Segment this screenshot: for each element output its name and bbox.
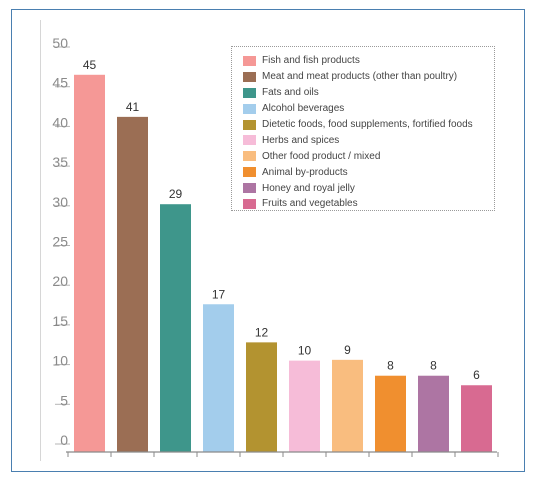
bar-value-label-8: 8 (387, 359, 394, 373)
y-tick-label-35: 35 (52, 154, 68, 170)
legend-swatch (243, 55, 256, 66)
y-tick-label-5: 5 (60, 392, 68, 408)
bar-7 (332, 359, 363, 452)
bar-value-label-5: 12 (255, 325, 269, 339)
legend-swatch (243, 103, 256, 114)
bar-1 (74, 74, 105, 452)
y-tick-label-45: 45 (52, 75, 68, 91)
legend-swatch (243, 135, 256, 146)
legend-item: Meat and meat products (other than poult… (243, 69, 494, 85)
legend-item: Fats and oils (243, 85, 494, 101)
legend-label: Alcohol beverages (262, 103, 345, 115)
bar-value-label-3: 29 (169, 187, 183, 201)
legend-swatch (243, 119, 256, 130)
bar-8 (375, 375, 406, 452)
y-tick-label-10: 10 (52, 353, 68, 369)
bar-4 (203, 304, 234, 452)
legend: Fish and fish products Meat and meat prod… (231, 46, 495, 211)
legend-label: Fish and fish products (262, 55, 360, 67)
legend-swatch (243, 87, 256, 98)
bar-value-label-9: 8 (430, 359, 437, 373)
y-axis: 0 5 10 15 20 25 30 35 40 45 50 (52, 35, 70, 448)
bar-5 (246, 342, 277, 452)
x-axis-ticks (67, 452, 499, 457)
bar-value-label-10: 6 (473, 368, 480, 382)
bar-value-label-4: 17 (212, 287, 226, 301)
legend-swatch (243, 198, 256, 209)
legend-swatch (243, 183, 256, 194)
bar-3 (160, 204, 191, 452)
legend-item: Alcohol beverages (243, 101, 494, 117)
legend-label: Dietetic foods, food supplements, fortif… (262, 119, 473, 130)
legend-label: Herbs and spices (262, 134, 340, 146)
bar-9 (418, 375, 449, 452)
legend-item: Animal by-products (243, 164, 494, 180)
y-tick-label-30: 30 (52, 194, 68, 210)
bars-group: 45 41 29 17 12 10 9 8 8 6 (74, 58, 492, 452)
legend-item: Fruits and vegetables (243, 196, 494, 212)
bar-6 (289, 360, 320, 452)
legend-item: Honey and royal jelly (243, 180, 494, 196)
y-tick-label-0: 0 (60, 432, 68, 448)
legend-label: Fats and oils (262, 87, 319, 99)
legend-label: Meat and meat products (other than poult… (262, 71, 458, 83)
legend-swatch (243, 151, 256, 162)
legend-label: Animal by-products (262, 166, 348, 178)
bar-2 (117, 116, 148, 452)
legend-item: Herbs and spices (243, 132, 494, 148)
legend-item: Dietetic foods, food supplements, fortif… (243, 117, 494, 133)
legend-label: Other food product / mixed (262, 150, 381, 162)
legend-swatch (243, 167, 256, 178)
legend-label: Honey and royal jelly (262, 182, 355, 194)
legend-item: Fish and fish products (243, 53, 494, 69)
bar-value-label-2: 41 (126, 100, 140, 114)
bar-value-label-1: 45 (83, 58, 97, 72)
left-rule (40, 20, 41, 461)
y-tick-label-50: 50 (52, 35, 68, 51)
y-tick-label-20: 20 (52, 273, 68, 289)
legend-item: Other food product / mixed (243, 148, 494, 164)
legend-label: Fruits and vegetables (262, 198, 358, 210)
legend-swatch (243, 71, 256, 82)
bar-10 (461, 385, 492, 452)
y-tick-label-15: 15 (52, 313, 68, 329)
bar-value-label-7: 9 (344, 343, 351, 357)
y-tick-label-40: 40 (52, 114, 68, 130)
bar-value-label-6: 10 (298, 344, 312, 358)
y-tick-label-25: 25 (52, 234, 68, 250)
